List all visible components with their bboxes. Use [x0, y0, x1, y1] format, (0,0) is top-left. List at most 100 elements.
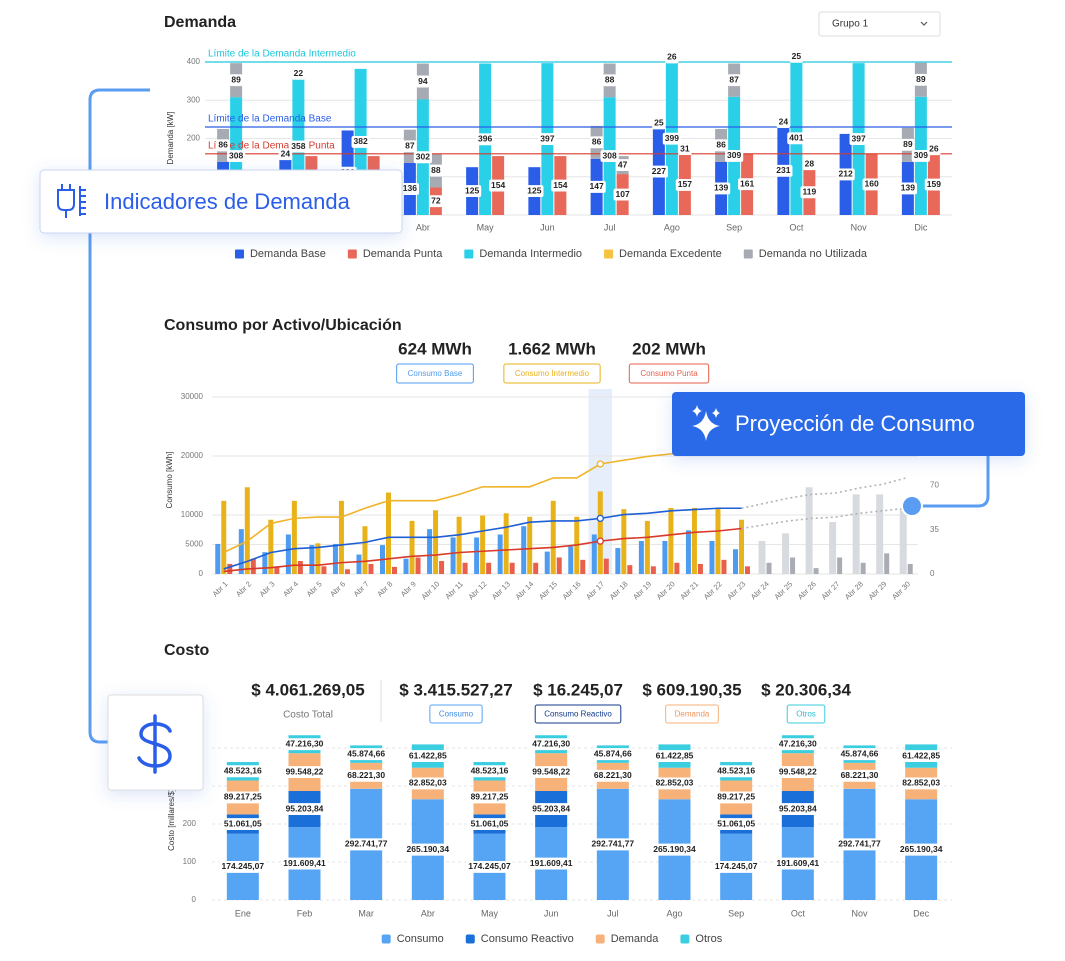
- value-label-bg: [715, 818, 758, 831]
- value-label-bg: [416, 75, 430, 88]
- kpi-value: $ 16.245,07: [533, 680, 623, 699]
- x-tick-label: Sep: [728, 908, 744, 918]
- value-label-bg: [527, 857, 575, 870]
- value-label-text: 51.061,05: [471, 818, 509, 828]
- value-label-text: 191.609,41: [530, 858, 573, 868]
- bar: [668, 507, 674, 574]
- value-label: 61.422,85: [406, 750, 449, 763]
- value-label-bg: [652, 117, 666, 130]
- value-label-bg: [900, 750, 943, 763]
- value-label-text: 61.422,85: [902, 750, 940, 760]
- value-label-bg: [283, 803, 326, 816]
- value-label: 82.852,03: [900, 777, 943, 790]
- value-label-text: 61.422,85: [409, 750, 447, 760]
- x-tick-label: Jul: [607, 908, 619, 918]
- legend-label: Demanda: [611, 933, 660, 945]
- value-label-bg: [406, 750, 449, 763]
- value-label-text: 174.245,07: [222, 861, 265, 871]
- bar: [427, 529, 433, 574]
- value-label: 139: [898, 182, 917, 195]
- value-label-bg: [776, 766, 819, 779]
- kpi-value: $ 4.061.269,05: [251, 680, 364, 699]
- value-label: 51.061,05: [221, 818, 264, 831]
- value-label-bg: [289, 140, 308, 153]
- x-tick-label: Abr: [416, 222, 430, 232]
- value-label-text: 265.190,34: [407, 844, 450, 854]
- bar: [486, 562, 492, 574]
- value-label-bg: [653, 777, 696, 790]
- value-label: 45.874,66: [345, 748, 388, 761]
- value-label: 154: [551, 179, 570, 192]
- dropdown-box[interactable]: [818, 11, 941, 37]
- bar: [805, 487, 813, 574]
- kpi-pill-label: Otros: [796, 710, 816, 719]
- value-label: 308: [600, 150, 619, 163]
- y-axis-title: Costo [millares/$]: [167, 789, 176, 851]
- bar: [439, 561, 445, 574]
- bar: [550, 500, 556, 574]
- value-label-bg: [653, 750, 696, 763]
- kpi-pill: [665, 704, 719, 724]
- value-label-bg: [725, 149, 744, 162]
- value-label-bg: [774, 857, 822, 870]
- value-label: 47: [615, 159, 630, 172]
- plug-icon: [57, 184, 86, 218]
- value-label-text: 45.874,66: [594, 748, 632, 758]
- x-tick-label: Abr 16: [561, 579, 583, 601]
- legend-swatch: [465, 934, 475, 944]
- limit-label: Límite de la Demanda Punta: [208, 140, 335, 151]
- x-tick-label: Abr 28: [843, 579, 865, 601]
- dropdown-label[interactable]: Grupo 1: [832, 19, 869, 30]
- value-label-text: 309: [914, 150, 928, 160]
- kpi-value: 624 MWh: [398, 339, 472, 358]
- value-label: 82.852,03: [406, 777, 449, 790]
- value-label: 119: [800, 186, 819, 199]
- value-label-bg: [345, 748, 388, 761]
- value-label-bg: [712, 860, 760, 873]
- value-label-text: 48.523,16: [717, 766, 755, 776]
- value-label-text: 86: [592, 137, 602, 147]
- value-label-bg: [615, 159, 630, 172]
- value-label-text: 47: [618, 159, 628, 169]
- value-label-text: 174.245,07: [715, 861, 758, 871]
- legend-swatch: [595, 934, 605, 944]
- bar: [315, 543, 321, 574]
- x-tick-label: Nov: [851, 908, 868, 918]
- legend-label: Demanda no Utilizada: [759, 248, 868, 260]
- value-label: 231: [774, 164, 793, 177]
- kpi-pill-label: Demanda: [675, 710, 710, 719]
- y-tick-label: 70: [930, 481, 939, 490]
- bar: [509, 562, 515, 574]
- bar: [790, 557, 796, 574]
- bar: [627, 565, 633, 574]
- value-label: 48.523,16: [221, 765, 264, 778]
- bar: [480, 515, 486, 574]
- x-tick-label: Abr 25: [772, 579, 794, 601]
- value-label-bg: [221, 818, 264, 831]
- value-label: 89: [914, 73, 928, 86]
- legend-label: Demanda Excedente: [619, 248, 722, 260]
- value-label-bg: [591, 769, 634, 782]
- bar: [758, 540, 766, 574]
- callout-label: Proyección de Consumo: [735, 411, 975, 436]
- value-label: 302: [413, 151, 432, 164]
- kpi-label: Costo Total: [283, 710, 333, 721]
- value-label-text: 82.852,03: [409, 778, 447, 788]
- bar: [533, 562, 539, 574]
- bar: [497, 534, 503, 574]
- bar: [568, 546, 574, 574]
- value-label: 160: [862, 178, 881, 191]
- value-label-text: 99.548,22: [532, 766, 570, 776]
- value-label-bg: [776, 803, 819, 816]
- bar: [221, 500, 227, 574]
- dropdown[interactable]: Grupo 1: [818, 11, 941, 37]
- value-label-text: 227: [652, 166, 666, 176]
- value-label-text: 212: [839, 169, 853, 179]
- value-label: 191.609,41: [281, 857, 328, 870]
- kpi-value: 1.662 MWh: [508, 339, 596, 358]
- y-tick-label: 200: [187, 134, 201, 143]
- value-label-bg: [600, 150, 619, 163]
- sparkle-icon: [692, 405, 720, 441]
- legend-swatch: [347, 249, 357, 259]
- y-tick-label: 30000: [181, 392, 204, 401]
